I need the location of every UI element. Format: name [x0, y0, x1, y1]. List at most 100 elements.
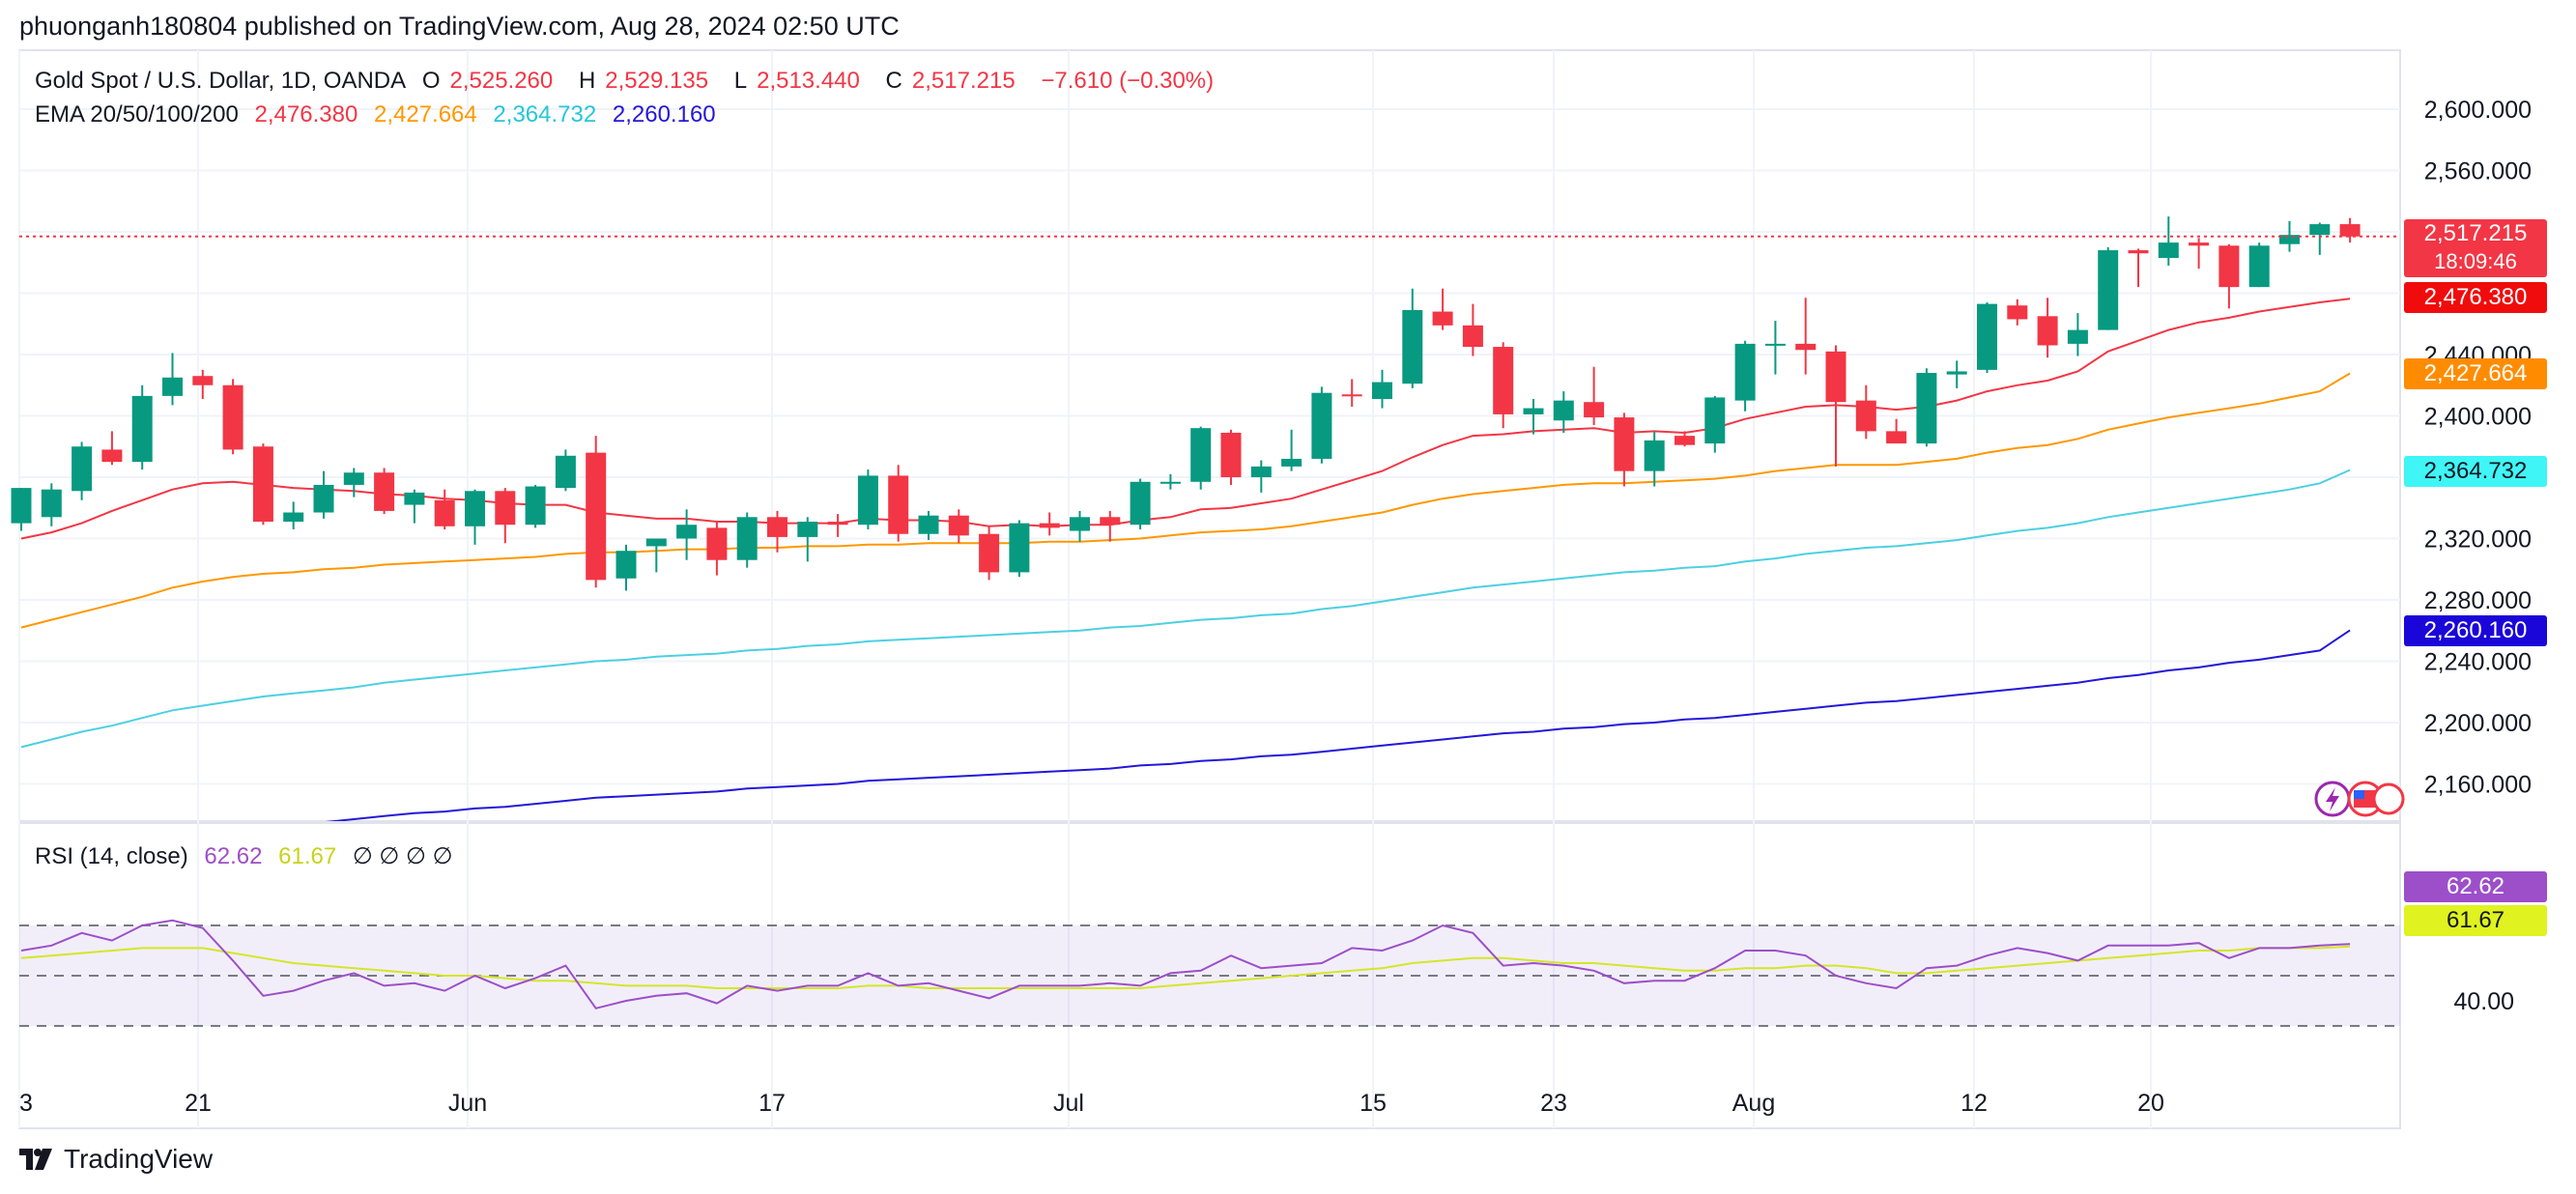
candle-body[interactable]: [1977, 303, 1997, 370]
candle-body[interactable]: [2309, 224, 2331, 236]
candle-body[interactable]: [2158, 242, 2179, 258]
candle-body[interactable]: [827, 522, 848, 526]
candle-body[interactable]: [1220, 432, 1242, 477]
candle-body[interactable]: [1311, 392, 1332, 459]
candle-body[interactable]: [615, 551, 637, 579]
candle-body[interactable]: [736, 517, 758, 560]
candle-body[interactable]: [1825, 351, 1846, 403]
candle-body[interactable]: [979, 533, 1000, 573]
candle-body[interactable]: [1190, 428, 1212, 482]
candle-body[interactable]: [252, 446, 273, 523]
candle-body[interactable]: [495, 491, 516, 526]
candle-body[interactable]: [72, 446, 93, 492]
price-tick-label: 2,600.000: [2424, 97, 2532, 124]
candle-body[interactable]: [2067, 329, 2088, 344]
candle-body[interactable]: [192, 376, 214, 385]
candle-body[interactable]: [1644, 440, 1665, 471]
candle-body[interactable]: [2098, 250, 2119, 330]
candle-body[interactable]: [374, 472, 395, 511]
candle-body[interactable]: [101, 449, 123, 463]
candle-body[interactable]: [465, 491, 485, 526]
candle-body[interactable]: [1946, 371, 1967, 375]
candle-body[interactable]: [1130, 481, 1151, 526]
candle-body[interactable]: [676, 525, 698, 539]
candle-body[interactable]: [2037, 316, 2058, 346]
candle-body[interactable]: [918, 515, 939, 534]
candle-body[interactable]: [1402, 309, 1423, 384]
candle-body[interactable]: [1704, 397, 1726, 444]
candle-body[interactable]: [2248, 245, 2270, 288]
candle-body[interactable]: [1281, 458, 1302, 467]
candle-body[interactable]: [2128, 250, 2149, 254]
candle-body[interactable]: [162, 377, 183, 396]
rsi-label[interactable]: RSI (14, close): [35, 843, 188, 869]
candle-body[interactable]: [1341, 394, 1362, 397]
candle-body[interactable]: [1159, 481, 1181, 484]
candle-body[interactable]: [797, 522, 818, 537]
candle-body[interactable]: [1493, 347, 1514, 414]
rsi-lines: [20, 919, 2351, 1009]
candle-body[interactable]: [434, 499, 455, 526]
symbol-name[interactable]: Gold Spot / U.S. Dollar, 1D, OANDA: [35, 68, 407, 94]
candle-body[interactable]: [1584, 402, 1605, 418]
event-us-flag-icon-2[interactable]: [2372, 782, 2405, 815]
candle-body[interactable]: [404, 492, 425, 505]
candle-body[interactable]: [343, 472, 364, 485]
candle-body[interactable]: [2279, 235, 2300, 244]
footer-brand[interactable]: TradingView: [64, 1144, 214, 1174]
candle-body[interactable]: [706, 527, 728, 560]
candle-body[interactable]: [767, 517, 787, 537]
candle-body[interactable]: [1462, 325, 1483, 348]
candle-body[interactable]: [2339, 224, 2361, 237]
candle-body[interactable]: [1432, 311, 1453, 326]
candle-body[interactable]: [1553, 400, 1574, 421]
candle-body[interactable]: [283, 512, 304, 523]
candle-body[interactable]: [525, 486, 546, 526]
candle-body[interactable]: [41, 489, 62, 518]
candle-body[interactable]: [1070, 517, 1090, 531]
ema100-badge: 2,364.732: [2404, 456, 2547, 487]
time-axis: 3 21 Jun 17 Jul 15 23 Aug 12 20: [19, 1090, 2164, 1117]
candle-body[interactable]: [1100, 517, 1121, 526]
candle-body[interactable]: [1250, 466, 1272, 477]
candle-body[interactable]: [313, 484, 334, 513]
time-tick-label: Aug: [1732, 1090, 1775, 1117]
candle-body[interactable]: [857, 475, 878, 526]
ema200-badge: 2,260.160: [2404, 615, 2547, 646]
candle-body[interactable]: [2007, 305, 2028, 320]
rsi-legend[interactable]: RSI (14, close) 62.62 61.67 ∅ ∅ ∅ ∅: [35, 842, 463, 870]
symbol-legend[interactable]: Gold Spot / U.S. Dollar, 1D, OANDA O 2,52…: [35, 68, 1223, 95]
candle-body[interactable]: [1372, 382, 1392, 400]
candle-body[interactable]: [1039, 523, 1060, 528]
candle-body[interactable]: [1855, 400, 1876, 432]
last-price-badge[interactable]: 2,517.215 18:09:46: [2404, 219, 2547, 277]
candle-body[interactable]: [1916, 373, 1937, 444]
candle-body[interactable]: [1764, 343, 1786, 346]
time-tick-label: 12: [1961, 1090, 1988, 1117]
candle-body[interactable]: [555, 455, 576, 489]
candle-body[interactable]: [2218, 245, 2240, 288]
candle-body[interactable]: [888, 475, 909, 534]
candle-body[interactable]: [1009, 523, 1030, 573]
event-icons[interactable]: [2314, 781, 2405, 817]
candle-body[interactable]: [645, 538, 667, 547]
candle-body[interactable]: [948, 515, 969, 536]
grid: [18, 50, 2400, 1128]
time-tick-label: 21: [185, 1090, 212, 1117]
candle-body[interactable]: [1886, 431, 1907, 444]
price-tick-label: 2,280.000: [2424, 587, 2532, 614]
candle-body[interactable]: [1614, 417, 1635, 471]
candle-body[interactable]: [586, 452, 607, 581]
price-tick-label: 2,400.000: [2424, 404, 2532, 431]
ema-legend[interactable]: EMA 20/50/100/200 2,476.380 2,427.664 2,…: [35, 101, 726, 128]
candle-body[interactable]: [11, 488, 32, 524]
candle-body[interactable]: [1674, 436, 1695, 445]
candle-body[interactable]: [2189, 242, 2210, 246]
candle-body[interactable]: [222, 384, 243, 450]
candle-body[interactable]: [1523, 408, 1544, 414]
ema-label[interactable]: EMA 20/50/100/200: [35, 101, 239, 128]
candle-body[interactable]: [131, 395, 153, 463]
candle-body[interactable]: [1795, 343, 1817, 351]
candle-body[interactable]: [1734, 343, 1756, 401]
